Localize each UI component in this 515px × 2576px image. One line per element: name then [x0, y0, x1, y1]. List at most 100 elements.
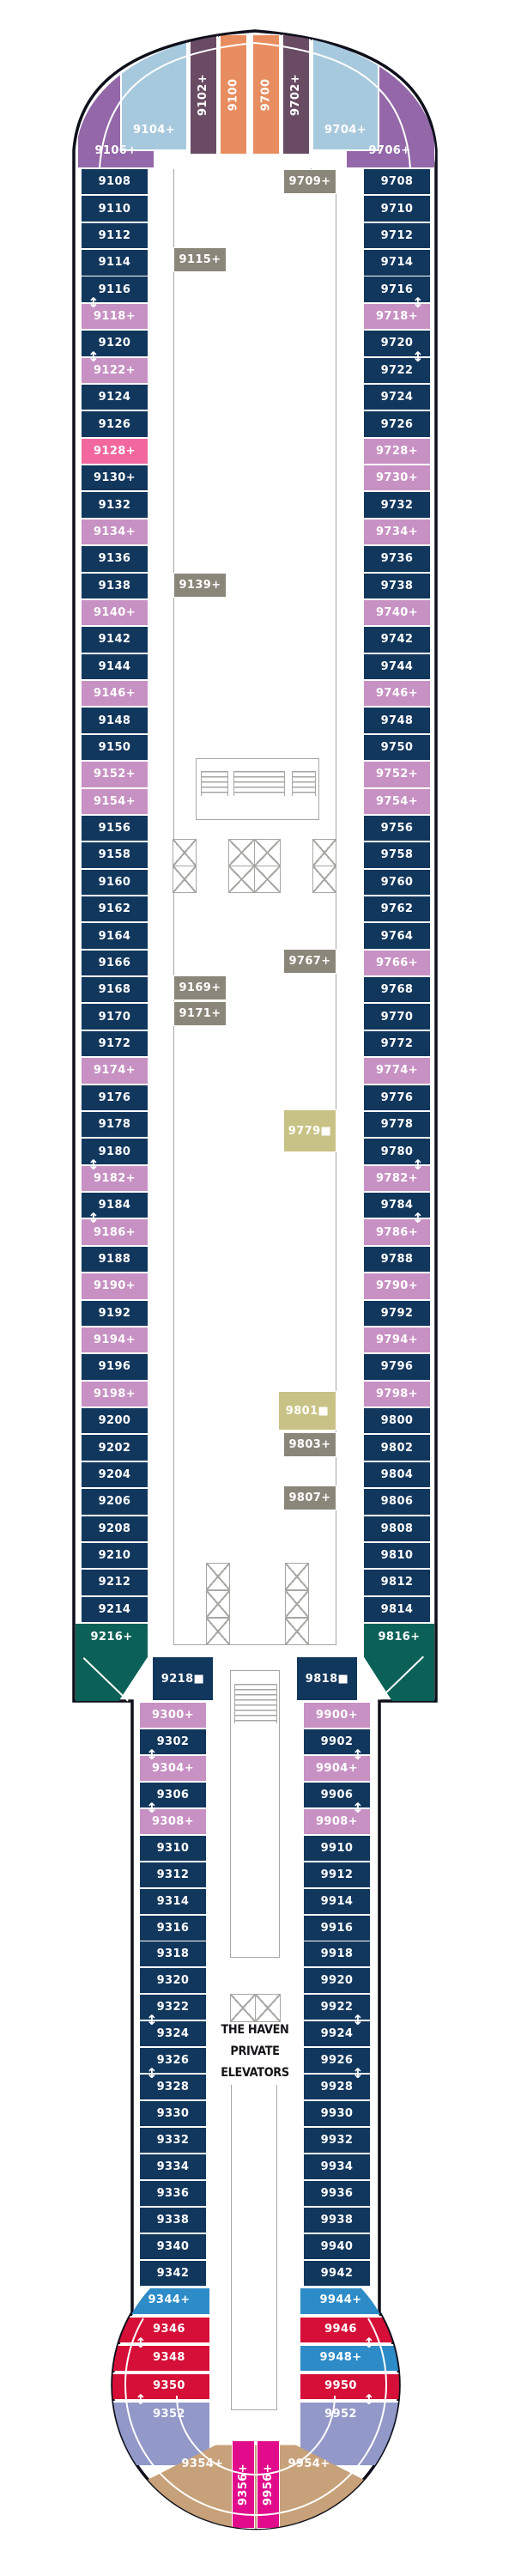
cabin-9768[interactable]: 9768: [364, 977, 430, 1003]
cabin-9194[interactable]: 9194+: [82, 1327, 148, 1353]
cabin-9920[interactable]: 9920: [304, 1968, 370, 1994]
cabin-9700[interactable]: 9700: [251, 33, 281, 155]
cabin-9354[interactable]: 9354+: [181, 2457, 224, 2470]
cabin-9808[interactable]: 9808: [364, 1516, 430, 1541]
cabin-9340[interactable]: 9340: [140, 2233, 206, 2259]
cabin-9132[interactable]: 9132: [82, 492, 148, 518]
cabin-9816[interactable]: 9816+: [364, 1624, 434, 1701]
cabin-9800[interactable]: 9800: [364, 1408, 430, 1434]
cabin-9138[interactable]: 9138: [82, 573, 148, 598]
cabin-9932[interactable]: 9932: [304, 2128, 370, 2154]
cabin-9750[interactable]: 9750: [364, 734, 430, 761]
cabin-9814[interactable]: 9814: [364, 1596, 430, 1622]
cabin-9156[interactable]: 9156: [82, 815, 148, 841]
cabin-9736[interactable]: 9736: [364, 546, 430, 572]
cabin-9730[interactable]: 9730+: [364, 465, 430, 491]
cabin-9916[interactable]: 9916: [304, 1915, 370, 1941]
cabin-9954[interactable]: 9954+: [288, 2457, 330, 2470]
cabin-9112[interactable]: 9112: [82, 222, 148, 249]
cabin-9709[interactable]: 9709+: [283, 169, 336, 194]
cabin-9158[interactable]: 9158: [82, 842, 148, 868]
cabin-9940[interactable]: 9940: [304, 2233, 370, 2259]
cabin-9208[interactable]: 9208: [82, 1516, 148, 1541]
cabin-9732[interactable]: 9732: [364, 492, 430, 518]
cabin-9134[interactable]: 9134+: [82, 519, 148, 545]
cabin-9714[interactable]: 9714: [364, 250, 430, 276]
cabin-9910[interactable]: 9910: [304, 1835, 370, 1861]
cabin-9734[interactable]: 9734+: [364, 519, 430, 545]
cabin-9318[interactable]: 9318: [140, 1941, 206, 1967]
cabin-9738[interactable]: 9738: [364, 573, 430, 598]
cabin-9154[interactable]: 9154+: [82, 788, 148, 814]
cabin-9794[interactable]: 9794+: [364, 1327, 430, 1353]
cabin-9171[interactable]: 9171+: [173, 1001, 227, 1026]
cabin-9788[interactable]: 9788: [364, 1246, 430, 1273]
cabin-9124[interactable]: 9124: [82, 384, 148, 410]
cabin-9130[interactable]: 9130+: [82, 465, 148, 491]
cabin-9767[interactable]: 9767+: [283, 949, 336, 974]
cabin-9762[interactable]: 9762: [364, 896, 430, 922]
cabin-9320[interactable]: 9320: [140, 1968, 206, 1994]
cabin-9756[interactable]: 9756: [364, 815, 430, 841]
cabin-9212[interactable]: 9212: [82, 1570, 148, 1595]
cabin-9770[interactable]: 9770: [364, 1004, 430, 1030]
cabin-9314[interactable]: 9314: [140, 1888, 206, 1914]
cabin-9803[interactable]: 9803+: [283, 1432, 336, 1457]
cabin-9760[interactable]: 9760: [364, 869, 430, 895]
cabin-9332[interactable]: 9332: [140, 2128, 206, 2154]
cabin-9202[interactable]: 9202: [82, 1435, 148, 1461]
cabin-9754[interactable]: 9754+: [364, 788, 430, 814]
cabin-9110[interactable]: 9110: [82, 196, 148, 222]
cabin-9764[interactable]: 9764: [364, 923, 430, 949]
cabin-9724[interactable]: 9724: [364, 384, 430, 410]
cabin-9810[interactable]: 9810: [364, 1542, 430, 1569]
cabin-9748[interactable]: 9748: [364, 708, 430, 733]
cabin-9338[interactable]: 9338: [140, 2207, 206, 2233]
cabin-9160[interactable]: 9160: [82, 869, 148, 895]
cabin-9807[interactable]: 9807+: [283, 1485, 336, 1510]
cabin-9778[interactable]: 9778: [364, 1111, 430, 1138]
cabin-9100[interactable]: 9100: [219, 33, 248, 155]
cabin-9772[interactable]: 9772: [364, 1030, 430, 1057]
cabin-9218[interactable]: 9218■: [153, 1657, 213, 1700]
cabin-9342[interactable]: 9342: [140, 2260, 206, 2286]
cabin-9190[interactable]: 9190+: [82, 1273, 148, 1299]
cabin-9728[interactable]: 9728+: [364, 438, 430, 465]
cabin-9806[interactable]: 9806: [364, 1489, 430, 1515]
cabin-9930[interactable]: 9930: [304, 2101, 370, 2127]
cabin-9176[interactable]: 9176: [82, 1084, 148, 1110]
cabin-9936[interactable]: 9936: [304, 2180, 370, 2206]
cabin-9196[interactable]: 9196: [82, 1354, 148, 1380]
cabin-9774[interactable]: 9774+: [364, 1058, 430, 1084]
cabin-9796[interactable]: 9796: [364, 1354, 430, 1380]
cabin-9108[interactable]: 9108: [82, 169, 148, 195]
cabin-9944[interactable]: 9944+: [319, 2293, 362, 2306]
cabin-9172[interactable]: 9172: [82, 1030, 148, 1057]
cabin-9776[interactable]: 9776: [364, 1084, 430, 1110]
cabin-9344[interactable]: 9344+: [148, 2293, 191, 2306]
cabin-9162[interactable]: 9162: [82, 896, 148, 922]
cabin-9726[interactable]: 9726: [364, 411, 430, 437]
cabin-9192[interactable]: 9192: [82, 1300, 148, 1326]
cabin-9166[interactable]: 9166: [82, 950, 148, 976]
cabin-9742[interactable]: 9742: [364, 627, 430, 653]
cabin-9204[interactable]: 9204: [82, 1461, 148, 1488]
cabin-9798[interactable]: 9798+: [364, 1381, 430, 1407]
cabin-9912[interactable]: 9912: [304, 1862, 370, 1887]
cabin-9144[interactable]: 9144: [82, 653, 148, 680]
cabin-9316[interactable]: 9316: [140, 1915, 206, 1941]
cabin-9801[interactable]: 9801■: [278, 1391, 336, 1431]
cabin-9938[interactable]: 9938: [304, 2207, 370, 2233]
cabin-9708[interactable]: 9708: [364, 169, 430, 195]
cabin-9139[interactable]: 9139+: [173, 573, 227, 598]
cabin-9330[interactable]: 9330: [140, 2101, 206, 2127]
cabin-9710[interactable]: 9710: [364, 196, 430, 222]
cabin-9146[interactable]: 9146+: [82, 681, 148, 707]
cabin-9142[interactable]: 9142: [82, 627, 148, 653]
cabin-9804[interactable]: 9804: [364, 1461, 430, 1488]
cabin-9702[interactable]: 9702+: [282, 33, 311, 155]
cabin-9310[interactable]: 9310: [140, 1835, 206, 1861]
cabin-9712[interactable]: 9712: [364, 222, 430, 249]
cabin-9300[interactable]: 9300+: [140, 1703, 206, 1728]
cabin-9746[interactable]: 9746+: [364, 681, 430, 707]
